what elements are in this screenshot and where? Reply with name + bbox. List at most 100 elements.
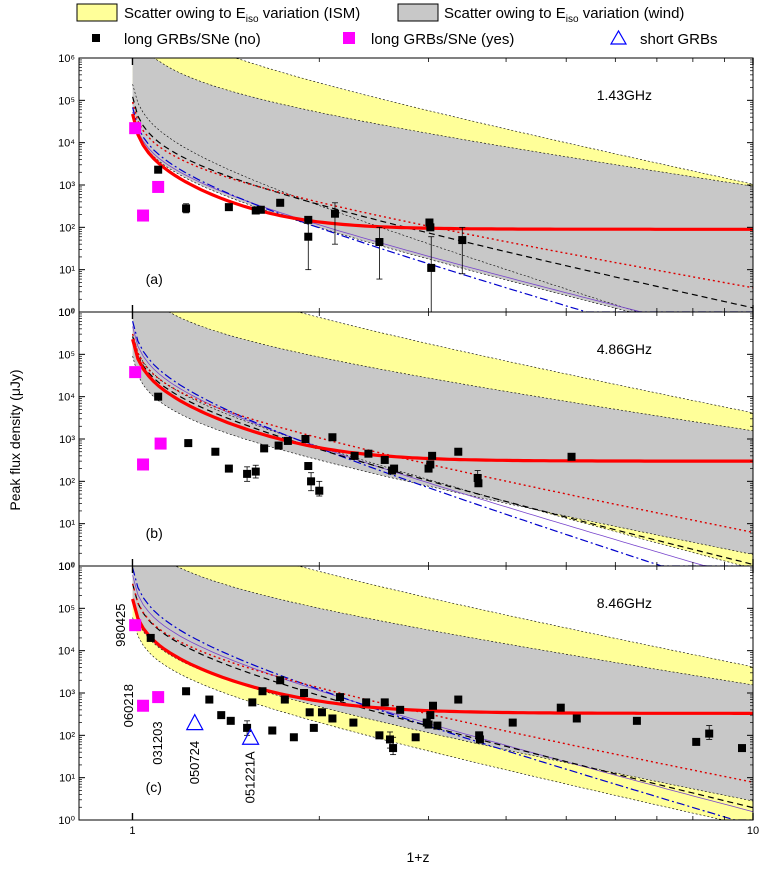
panel-3: 10⁰ 10¹ 10² 10³ 10⁴ 10⁵ 10⁶ (c) 8.46GHz 980425 060… [58, 561, 754, 827]
long-grb-no-point [217, 711, 226, 720]
panel-frequency: 1.43GHz [597, 87, 652, 103]
band-edge-3 [132, 114, 753, 312]
long-grb-no-point [375, 238, 384, 247]
long-grb-no-point [276, 676, 285, 685]
thick-model-curve [131, 598, 753, 716]
long-grb-no-point [317, 708, 326, 717]
long-grb-no-point [251, 467, 260, 476]
long-grb-no-point [304, 232, 313, 241]
long-grb-no-point [154, 392, 163, 401]
panel-label: (c) [146, 779, 162, 795]
legend-ism-tail: variation (ISM) [259, 5, 361, 22]
long-grb-no-point [251, 206, 260, 215]
long-grb-no-point [211, 447, 220, 456]
long-grb-no-point [260, 444, 269, 453]
long-grb-no-point [737, 744, 746, 753]
dashed-model-curve [132, 96, 753, 309]
band-edge-2 [132, 566, 753, 686]
long-grb-no-point [411, 733, 420, 742]
long-grb-no-point [426, 223, 435, 232]
thin-model-curve [132, 326, 753, 566]
long-grb-no-point [632, 716, 641, 725]
long-grb-no-point [305, 708, 314, 717]
long-grb-no-point [301, 435, 310, 443]
y-tick-label: 10⁴ [58, 646, 75, 658]
burst-annotation: 980425 [113, 604, 128, 647]
thin-model-curve [132, 575, 753, 813]
long-grb-no-point [572, 714, 581, 723]
y-tick-label: 10⁴ [58, 138, 75, 150]
dashed-model-curve [132, 583, 753, 809]
long-grb-no-point [315, 486, 324, 495]
long-grb-no-point [349, 718, 358, 727]
band-edge-1 [132, 84, 753, 312]
y-tick-label: 10² [59, 222, 75, 234]
y-tick-label: 10⁵ [58, 349, 75, 361]
long-grb-no-point [256, 205, 265, 214]
long-grb-yes-point [137, 458, 150, 471]
plot-area [129, 566, 753, 820]
long-grb-no-point [454, 447, 463, 456]
thick-model-curve [131, 113, 753, 231]
long-grb-no-point [289, 733, 298, 742]
long-grb-no-point [307, 477, 316, 486]
long-grb-no-point [182, 204, 191, 213]
long-grb-no-point [328, 714, 337, 723]
svg-text:Scatter owing to Eiso variatio: Scatter owing to Eiso variation (ISM) [124, 5, 360, 25]
y-tick-label: 10³ [59, 180, 75, 192]
long-grb-no-point [380, 455, 389, 464]
long-grb-no-point [424, 720, 433, 729]
long-grb-no-point [300, 689, 309, 697]
legend-short-marker [609, 29, 628, 45]
thick-model-curve [131, 338, 753, 463]
legend-long-no-label: long GRBs/SNe (no) [124, 31, 261, 48]
long-grb-no-point [426, 460, 435, 469]
long-grb-no-point [389, 744, 398, 753]
long-grb-no-point [182, 687, 191, 696]
long-grb-no-point [274, 441, 283, 450]
y-tick-label: 10³ [59, 434, 75, 446]
long-grb-no-point [224, 464, 233, 473]
y-tick-label: 10⁵ [58, 95, 75, 107]
band-edge-1 [132, 617, 753, 820]
y-tick-label: 10⁰ [58, 561, 75, 573]
short-grb-point [241, 727, 260, 745]
long-grb-no-point [184, 439, 193, 448]
plot-area [129, 312, 753, 566]
dashed-model-curve [132, 336, 753, 566]
band-edge-2 [132, 312, 753, 432]
long-grb-no-point [330, 209, 339, 218]
panel-label: (b) [146, 525, 163, 541]
x-axis-title: 1+z [407, 849, 430, 865]
legend-ism-swatch [76, 3, 118, 22]
y-axis-title: Peak flux density (μJy) [7, 369, 23, 510]
y-tick-label: 10² [59, 476, 75, 488]
panel-label: (a) [146, 271, 163, 287]
x-tick-label: 10 [747, 825, 759, 837]
panel-frequency: 8.46GHz [597, 595, 652, 611]
y-tick-label: 10¹ [59, 519, 75, 531]
y-tick-label: 10⁰ [58, 307, 75, 319]
long-grb-no-point [146, 633, 155, 642]
long-grb-yes-point [129, 122, 142, 135]
panel-1: 10⁰ 10¹ 10² 10³ 10⁴ 10⁵ 10⁶ (a) 1.43GHz [58, 53, 754, 319]
long-grb-yes-point [137, 699, 150, 712]
long-grb-no-point [474, 479, 483, 488]
long-grb-no-point [276, 198, 285, 207]
legend-wind-swatch [397, 3, 439, 22]
long-grb-no-point [283, 436, 292, 445]
dotted-model-curve [131, 583, 753, 783]
long-grb-no-point [458, 236, 467, 245]
band-edge-3 [132, 356, 753, 555]
long-grb-no-point [362, 698, 371, 707]
panels: 10⁰ 10¹ 10² 10³ 10⁴ 10⁵ 10⁶ (a) 1.43GHz 10⁰ 10¹ 10²… [58, 53, 759, 837]
long-grb-yes-point [137, 209, 150, 222]
y-tick-label: 10¹ [59, 265, 75, 277]
long-grb-no-point [336, 693, 345, 702]
legend-wind-label: Scatter owing to E [444, 5, 566, 22]
long-grb-no-point [375, 731, 384, 740]
long-grb-no-point [304, 462, 313, 471]
long-grb-no-point [226, 716, 235, 725]
long-grb-no-point [268, 726, 277, 735]
